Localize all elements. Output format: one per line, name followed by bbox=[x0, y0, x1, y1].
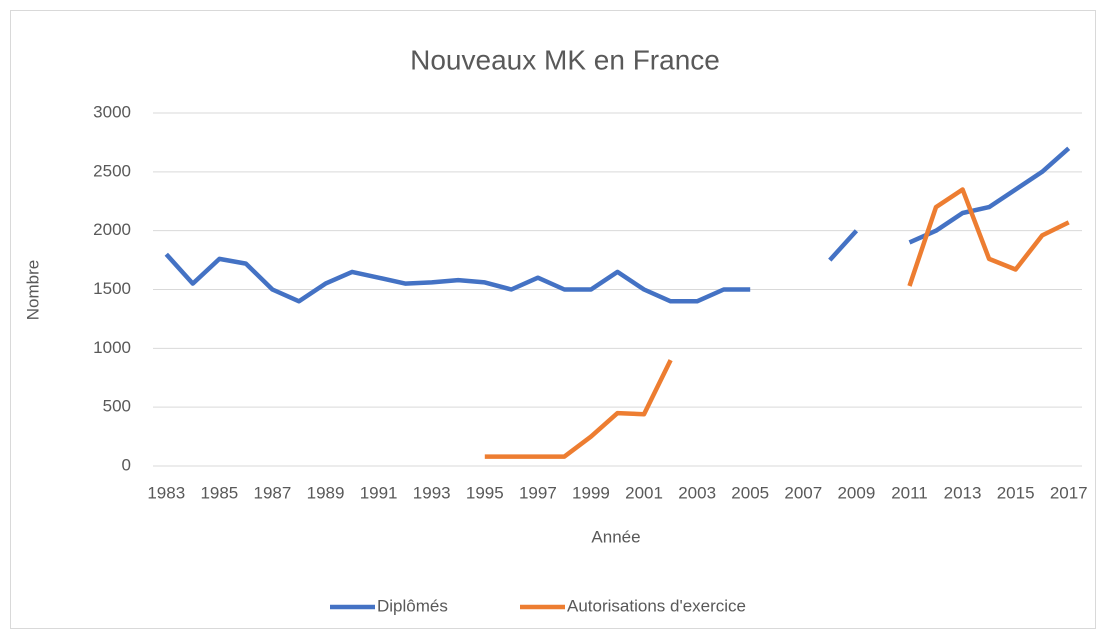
y-tick-label: 500 bbox=[103, 397, 131, 416]
x-tick-label: 1995 bbox=[466, 483, 504, 502]
y-tick-label: 3000 bbox=[93, 102, 131, 121]
x-tick-label: 1989 bbox=[307, 483, 345, 502]
x-axis-label: Année bbox=[591, 527, 640, 546]
x-tick-label: 2009 bbox=[837, 483, 875, 502]
x-tick-label: 2005 bbox=[731, 483, 769, 502]
x-tick-label: 1997 bbox=[519, 483, 557, 502]
y-tick-label: 0 bbox=[122, 455, 131, 474]
series-line bbox=[484, 187, 1070, 459]
y-axis-label: Nombre bbox=[23, 260, 42, 320]
x-tick-label: 2001 bbox=[625, 483, 663, 502]
y-tick-label: 2500 bbox=[93, 161, 131, 180]
y-tick-label: 2000 bbox=[93, 220, 131, 239]
chart-title: Nouveaux MK en France bbox=[410, 44, 720, 75]
x-tick-label: 2007 bbox=[784, 483, 822, 502]
x-tick-label: 1999 bbox=[572, 483, 610, 502]
x-tick-label: 1991 bbox=[360, 483, 398, 502]
x-tick-label: 2013 bbox=[944, 483, 982, 502]
x-tick-label: 1985 bbox=[200, 483, 238, 502]
legend-label: Autorisations d'exercice bbox=[567, 596, 746, 615]
x-tick-label: 2015 bbox=[997, 483, 1035, 502]
x-tick-label: 1983 bbox=[147, 483, 185, 502]
x-tick-label: 2011 bbox=[891, 483, 928, 502]
x-tick-label: 2003 bbox=[678, 483, 716, 502]
chart-frame bbox=[10, 10, 1096, 629]
series-line bbox=[164, 146, 1071, 304]
x-tick-label: 1993 bbox=[413, 483, 451, 502]
x-tick-label: 1987 bbox=[254, 483, 292, 502]
y-tick-label: 1000 bbox=[93, 338, 131, 357]
legend-label: Diplômés bbox=[377, 596, 448, 615]
y-tick-label: 1500 bbox=[93, 279, 131, 298]
x-tick-label: 2017 bbox=[1050, 483, 1088, 502]
